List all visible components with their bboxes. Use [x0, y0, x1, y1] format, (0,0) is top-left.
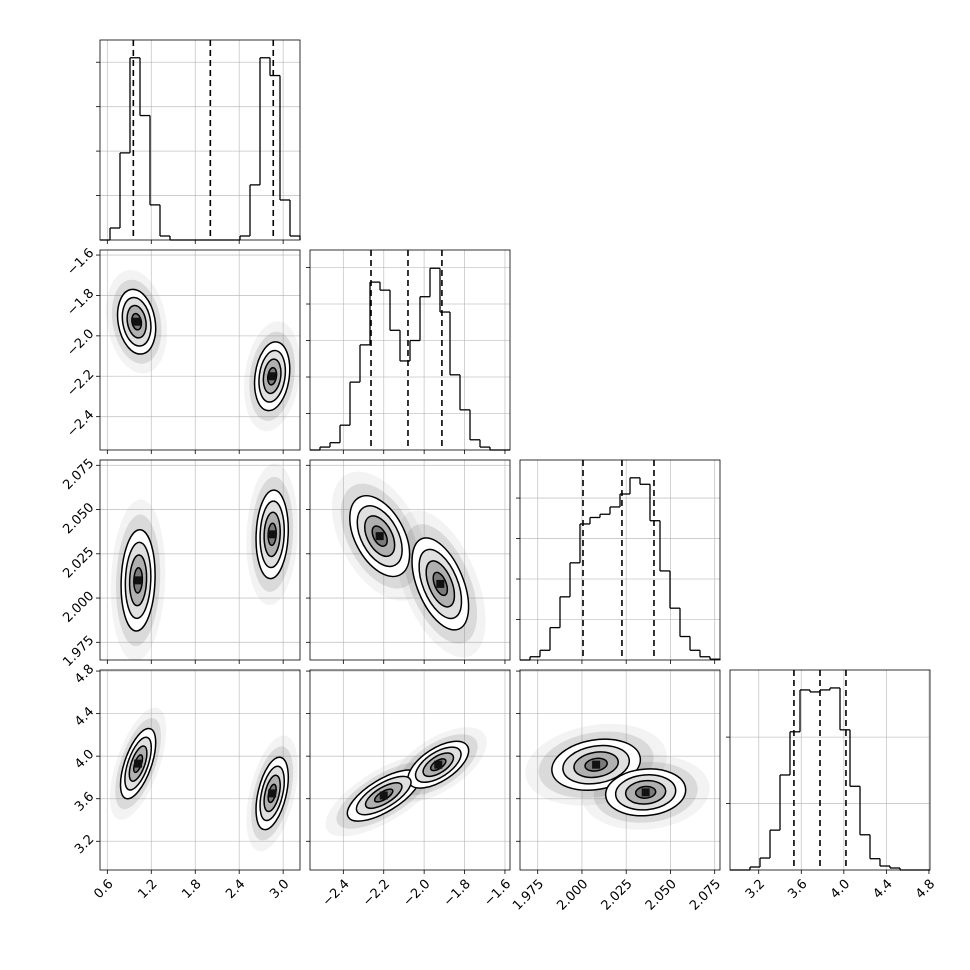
panel-frame: [309, 249, 511, 451]
density-peak: [375, 532, 384, 541]
density-peak: [436, 579, 445, 588]
panel-frame: [729, 669, 931, 871]
density-peak: [379, 791, 388, 800]
density-panel: [525, 723, 710, 830]
density-peak: [592, 760, 601, 769]
density-peak: [434, 760, 443, 769]
density-panel: [110, 463, 298, 660]
panel-frame: [309, 459, 511, 661]
density-panel: [325, 727, 487, 837]
density-panel: [331, 471, 486, 658]
panel-frame: [309, 669, 511, 871]
panel-frame: [99, 669, 301, 871]
panel-frame: [99, 459, 301, 661]
density-peak: [134, 759, 143, 768]
panel-frame: [99, 39, 301, 241]
density-peak: [641, 788, 650, 797]
panel-frame: [519, 669, 721, 871]
panel-frame: [99, 249, 301, 451]
density-peak: [132, 317, 141, 326]
density-peak: [268, 789, 277, 798]
density-panel: [106, 269, 300, 432]
density-peak: [268, 372, 277, 381]
density-panel: [109, 707, 298, 852]
density-peak: [268, 530, 277, 539]
panel-frame: [519, 459, 721, 661]
density-peak: [134, 576, 143, 585]
